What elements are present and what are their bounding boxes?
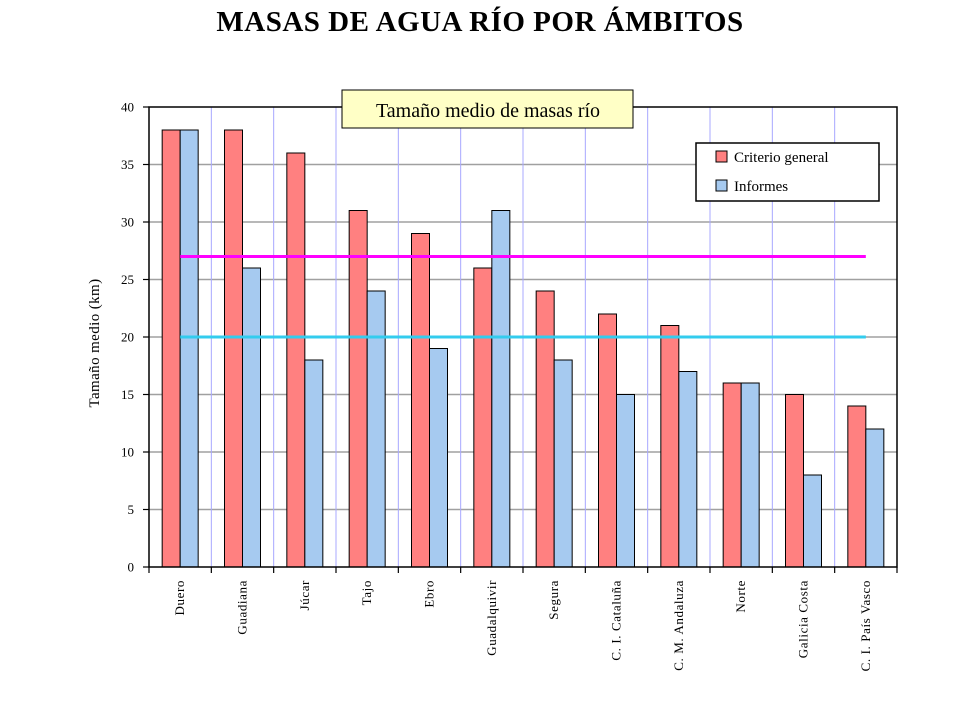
- legend-swatch-criterio-general: [715, 150, 728, 163]
- x-tick-label-c-i-cataluna: C. I. Cataluña: [609, 580, 624, 661]
- bar-informes-jucar: [304, 359, 324, 568]
- bar-informes-guadalquivir: [491, 210, 511, 568]
- x-tick-label-guadalquivir: Guadalquivir: [484, 580, 499, 656]
- legend: Criterio general Informes: [695, 142, 880, 202]
- y-tick-label: 10: [121, 445, 134, 460]
- chart-subtitle: Tamaño medio de masas río: [376, 100, 600, 122]
- chart-subtitle-box: Tamaño medio de masas río: [341, 89, 634, 129]
- page-title: MASAS DE AGUA RÍO POR ÁMBITOS: [216, 6, 744, 38]
- x-tick-label-guadiana: Guadiana: [235, 580, 250, 635]
- y-tick-label: 30: [121, 215, 134, 230]
- legend-label-criterio-general: Criterio general: [734, 150, 829, 166]
- bar-criterio-general-segura: [535, 290, 555, 568]
- x-tick-label-c-m-andaluza: C. M. Andaluza: [671, 580, 686, 671]
- bar-criterio-general-guadalquivir: [473, 267, 493, 568]
- x-tick-label-segura: Segura: [546, 580, 561, 620]
- bar-criterio-general-galicia-costa: [785, 394, 804, 568]
- bar-informes-galicia-costa: [803, 474, 822, 568]
- bar-criterio-general-c-i-cataluna: [598, 313, 617, 568]
- bar-informes-guadiana: [242, 267, 261, 568]
- y-tick-label: 40: [121, 100, 134, 115]
- x-tick-label-tajo: Tajo: [359, 580, 374, 605]
- reference-lines: [180, 255, 866, 339]
- bar-informes-norte: [740, 382, 760, 568]
- bar-informes-segura: [553, 359, 573, 568]
- x-tick-label-ebro: Ebro: [422, 580, 437, 608]
- y-tick-label: 5: [128, 502, 135, 517]
- y-tick-label: 15: [121, 387, 134, 402]
- bar-criterio-general-norte: [722, 382, 742, 568]
- bar-criterio-general-tajo: [348, 210, 368, 568]
- x-tick-label-norte: Norte: [733, 580, 748, 613]
- bar-informes-ebro: [429, 348, 448, 568]
- y-axis-ticks: 0 5 10 15 20 25 30 35 40: [121, 100, 149, 575]
- bar-criterio-general-guadiana: [224, 129, 243, 568]
- legend-swatch-informes: [715, 179, 728, 192]
- bar-criterio-general-jucar: [286, 152, 306, 568]
- y-tick-label: 0: [128, 560, 135, 575]
- bar-criterio-general-ebro: [411, 233, 430, 568]
- bar-informes-duero: [179, 129, 199, 568]
- x-axis-ticks: Duero Guadiana Júcar Tajo Ebro Guadalquivir Se…: [148, 567, 898, 671]
- y-axis-label: Tamaño medio (km): [87, 278, 103, 407]
- legend-label-informes: Informes: [734, 179, 788, 195]
- bar-informes-c-m-andaluza: [678, 371, 698, 568]
- bars-group: [161, 129, 885, 568]
- x-tick-label-galicia-costa: Galicia Costa: [796, 580, 811, 658]
- x-tick-label-duero: Duero: [172, 580, 187, 616]
- bar-informes-c-i-cataluna: [616, 394, 635, 568]
- bar-informes-tajo: [366, 290, 386, 568]
- x-tick-label-jucar: Júcar: [297, 580, 312, 610]
- y-tick-label: 25: [121, 272, 134, 287]
- y-tick-label: 35: [121, 157, 134, 172]
- x-tick-label-c-i-pais-vasco: C. I. País Vasco: [858, 580, 873, 671]
- y-tick-label: 20: [121, 330, 134, 345]
- bar-criterio-general-c-i-pais-vasco: [847, 405, 867, 568]
- bar-criterio-general-duero: [161, 129, 181, 568]
- bar-criterio-general-c-m-andaluza: [660, 325, 680, 568]
- bar-informes-c-i-pais-vasco: [865, 428, 885, 568]
